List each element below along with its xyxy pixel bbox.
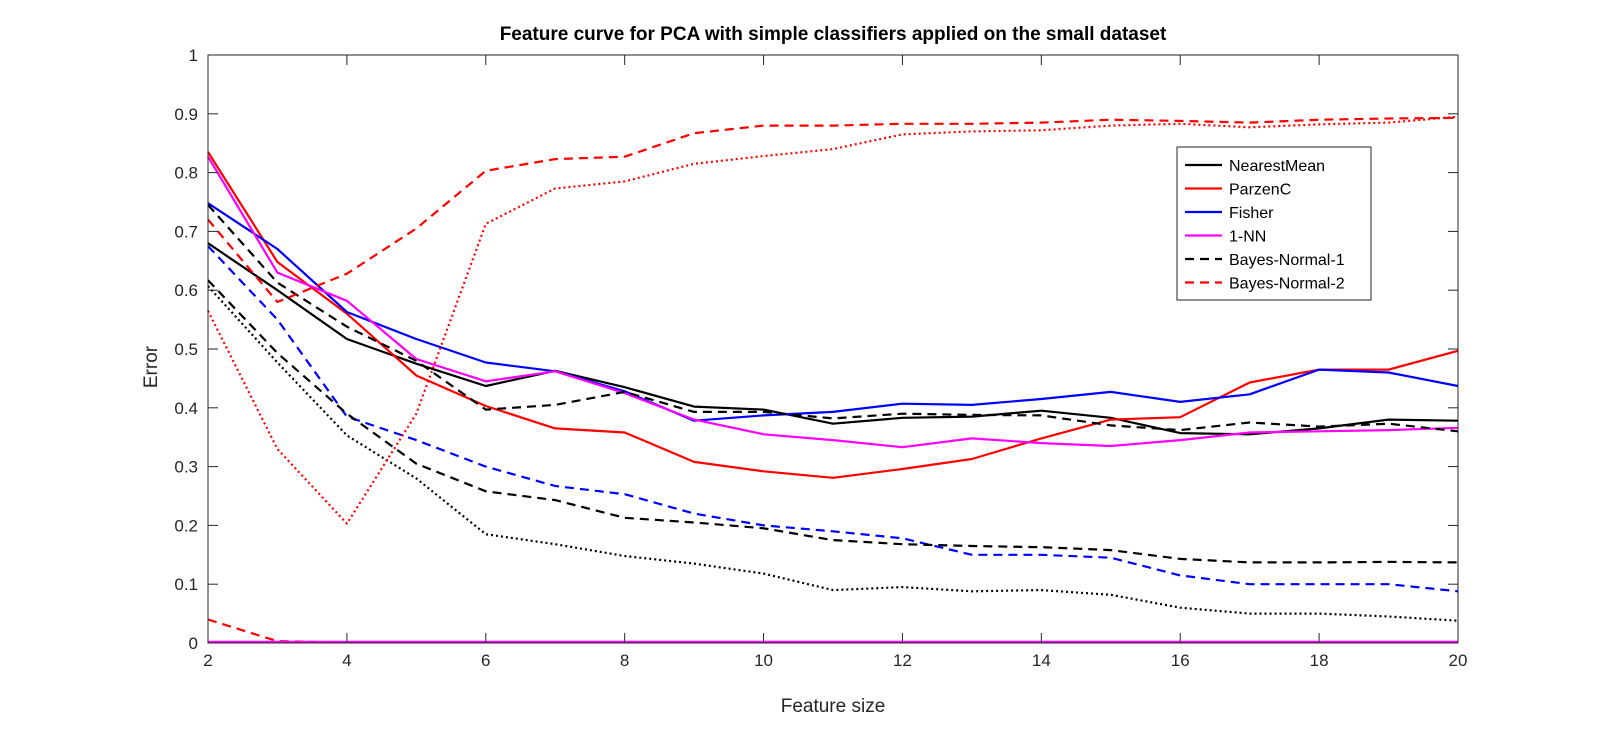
series-line-parzenc [207,151,1459,479]
x-tick-label: 4 [342,651,351,670]
series-line-unlabeled-10 [207,618,1458,644]
series-line-bayes-normal-2 [207,116,1459,304]
y-tick-label: 0.5 [174,340,198,359]
x-tick-label: 2 [203,651,212,670]
x-tick-label: 16 [1171,651,1190,670]
y-tick-label: 0.1 [174,575,198,594]
legend-box [1176,146,1372,301]
y-tick-label: 0.2 [174,516,198,535]
x-tick-label: 10 [754,651,773,670]
series-line-nearestmean [207,242,1459,436]
y-tick-label: 0.8 [174,164,198,183]
legend-label: Fisher [1229,205,1274,222]
y-tick-label: 0.9 [174,105,198,124]
legend-label: Bayes-Normal-1 [1229,252,1345,269]
y-tick-label: 0.3 [174,458,198,477]
series-line-bayes-normal-1 [207,204,1459,433]
y-tick-label: 0.7 [174,222,198,241]
x-tick-label: 18 [1310,651,1329,670]
legend: NearestMean ParzenC Fisher 1-NN Bayes-Normal… [1176,146,1372,301]
x-tick-label: 14 [1032,651,1051,670]
y-tick-label: 0.6 [174,281,198,300]
legend-label: 1-NN [1229,229,1266,246]
x-axis-label: Feature size [780,696,886,717]
x-tick-label: 20 [1449,651,1468,670]
chart-title: Feature curve for PCA with simple classi… [499,24,1167,45]
x-tick-label: 6 [481,651,490,670]
x-tick-label: 8 [620,651,629,670]
y-tick-label: 0 [189,634,198,653]
series-line-unlabeled-6 [207,245,1459,593]
legend-label: NearestMean [1229,158,1325,175]
series-line-unlabeled-9 [207,115,1459,525]
axes-box [207,54,1459,644]
x-tick-label: 12 [893,651,912,670]
series-line-unlabeled-7 [207,279,1459,564]
y-tick-label: 1 [189,46,198,65]
series-line-fisher [207,202,1459,422]
y-tick-label: 0.4 [174,399,198,418]
legend-label: Bayes-Normal-2 [1229,276,1345,293]
series-line-1-nn [207,156,1459,449]
legend-label: ParzenC [1229,182,1291,199]
series-line-unlabeled-8 [207,285,1459,622]
